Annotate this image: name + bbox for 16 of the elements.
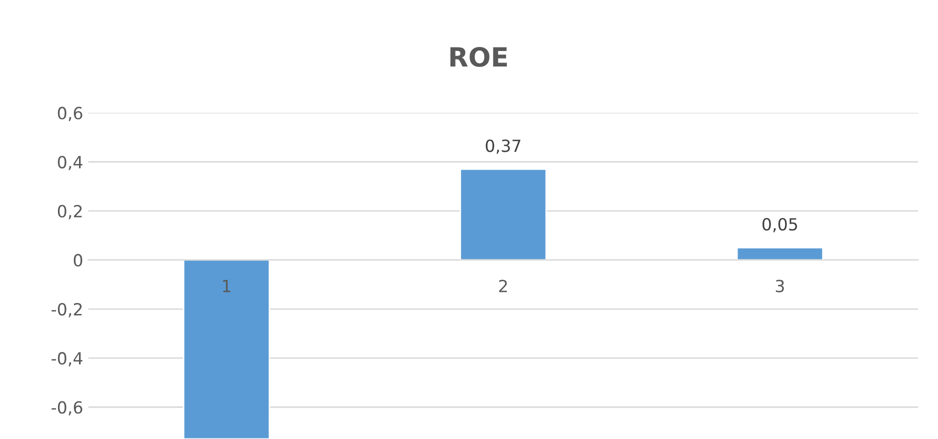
y-tick-label: -0,6 (52, 401, 82, 416)
y-tick-label: -0,4 (52, 352, 82, 366)
y-tick-label: 0,4 (58, 156, 82, 170)
y-tick-label: 0,6 (58, 106, 82, 122)
y-tick-label: -0,2 (52, 302, 82, 318)
bar (460, 168, 547, 261)
bar (182, 259, 270, 439)
x-tick-label: 1 (223, 280, 230, 292)
y-tick-label: 0,2 (58, 204, 82, 220)
bar (736, 247, 824, 261)
chart-title: ROE (450, 46, 507, 67)
data-label: 0,05 (762, 218, 798, 232)
data-label: 0,37 (486, 140, 520, 154)
y-tick-label: 0 (74, 254, 82, 267)
x-tick-label: 2 (499, 280, 507, 292)
x-tick-label: 3 (776, 280, 784, 292)
